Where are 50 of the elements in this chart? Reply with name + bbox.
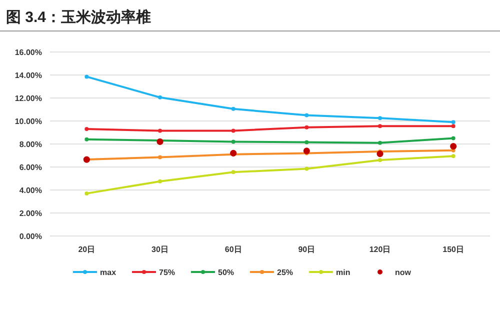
point <box>378 116 382 120</box>
legend-label: max <box>100 268 117 277</box>
point <box>158 179 162 184</box>
point <box>451 124 456 128</box>
y-tick-label: 16.00% <box>14 48 42 57</box>
legend-label: min <box>336 268 350 277</box>
y-tick-label: 12.00% <box>14 94 42 103</box>
y-tick-label: 8.00% <box>19 140 42 149</box>
point <box>231 170 236 174</box>
point <box>451 154 456 158</box>
point <box>304 140 309 144</box>
point <box>451 136 456 140</box>
point <box>376 150 384 158</box>
point <box>378 158 382 162</box>
x-tick-label: 30日 <box>152 245 168 254</box>
point <box>84 74 89 79</box>
point <box>158 155 162 160</box>
point <box>231 106 236 111</box>
point <box>231 128 236 133</box>
point <box>84 127 89 132</box>
y-tick-label: 2.00% <box>19 209 42 218</box>
y-tick-label: 14.00% <box>14 71 42 80</box>
point <box>231 140 236 144</box>
point <box>304 166 309 171</box>
point <box>304 125 309 130</box>
chart-title: 图 3.4：玉米波动率椎 <box>6 8 152 26</box>
point <box>84 137 89 142</box>
x-tick-label: 150日 <box>442 245 464 254</box>
x-tick-label: 90日 <box>298 245 316 254</box>
x-tick-label: 60日 <box>224 245 242 254</box>
legend-label: now <box>395 268 412 277</box>
point <box>158 128 162 133</box>
point <box>450 143 457 150</box>
legend-label: 25% <box>277 268 294 277</box>
point <box>230 150 237 156</box>
point <box>158 95 162 100</box>
y-tick-label: 0.00% <box>19 232 42 241</box>
point <box>451 120 456 124</box>
point <box>84 191 89 196</box>
y-tick-label: 10.00% <box>14 117 42 126</box>
point <box>378 140 382 145</box>
legend-label: 75% <box>159 268 176 277</box>
y-tick-label: 6.00% <box>19 163 42 172</box>
point <box>304 113 309 118</box>
x-tick-label: 20日 <box>78 245 96 254</box>
legend-label: 50% <box>218 268 234 277</box>
point <box>378 124 382 128</box>
x-tick-label: 120日 <box>369 245 391 254</box>
y-tick-label: 4.00% <box>19 186 42 195</box>
point <box>303 148 310 154</box>
